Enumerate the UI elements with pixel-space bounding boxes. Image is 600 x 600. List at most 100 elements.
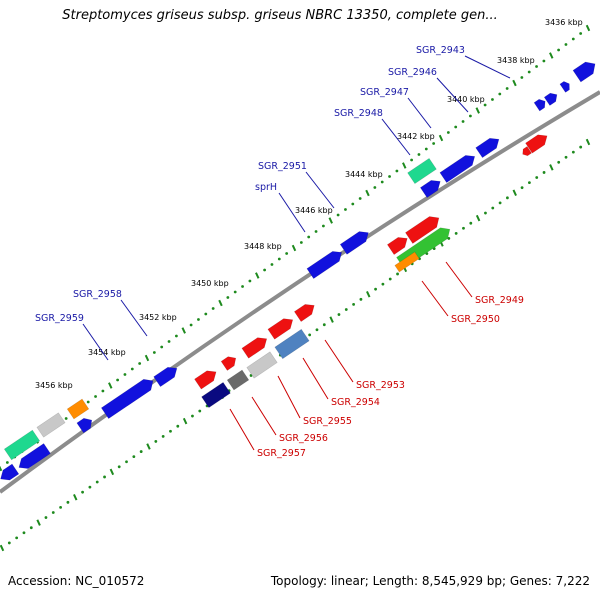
gene-label-text[interactable]: SGR_2951 bbox=[258, 161, 307, 172]
track-dot bbox=[462, 226, 465, 230]
track-dot bbox=[233, 290, 237, 294]
gene-arrow-2[interactable] bbox=[533, 97, 548, 112]
track-dot bbox=[483, 103, 487, 107]
track-dot bbox=[66, 500, 70, 504]
track-dot bbox=[454, 125, 458, 129]
gene-label[interactable]: SGR_2949 bbox=[445, 261, 524, 306]
leader-line bbox=[278, 192, 306, 233]
gene-label-text[interactable]: sprH bbox=[255, 182, 277, 193]
gene-label[interactable]: SGR_2951 bbox=[258, 161, 335, 209]
track-dot bbox=[336, 213, 340, 217]
gene-arrow-6[interactable] bbox=[419, 176, 443, 198]
gene-label[interactable]: SGR_2955 bbox=[277, 375, 352, 427]
gene-label-text[interactable]: SGR_2946 bbox=[388, 67, 437, 78]
gene-arrow-31[interactable] bbox=[16, 443, 51, 473]
track-dot bbox=[351, 202, 355, 206]
gene-arrow-16[interactable] bbox=[293, 300, 317, 322]
gene-arrow-25[interactable] bbox=[153, 363, 181, 388]
gene-label-text[interactable]: SGR_2950 bbox=[451, 314, 500, 325]
gene-label-text[interactable]: SGR_2957 bbox=[257, 448, 306, 459]
track-dot bbox=[557, 160, 561, 164]
gene-label-text[interactable]: SGR_2949 bbox=[475, 295, 524, 306]
gene-arrow-28[interactable] bbox=[66, 398, 90, 420]
gene-label[interactable]: sprH bbox=[255, 182, 306, 233]
gene-arrow-26[interactable] bbox=[100, 375, 156, 420]
gene-label-text[interactable]: SGR_2943 bbox=[416, 45, 465, 56]
gene-arrow-29[interactable] bbox=[36, 412, 66, 438]
gene-label-text[interactable]: SGR_2948 bbox=[334, 108, 383, 119]
track-dot bbox=[123, 373, 127, 376]
gene-label-text[interactable]: SGR_2956 bbox=[279, 433, 328, 444]
gene-arrow-4[interactable] bbox=[475, 134, 503, 159]
track-dot bbox=[491, 206, 495, 210]
gene-arrow-13[interactable] bbox=[386, 233, 410, 255]
leader-line bbox=[445, 261, 473, 298]
gene-arrow-8[interactable] bbox=[525, 131, 551, 154]
gene-labels[interactable]: SGR_2943 SGR_2946 SGR_2947 SGR_2948 SGR_2951… bbox=[35, 45, 524, 459]
gene-arrow-11[interactable] bbox=[306, 247, 345, 280]
gene-arrow-1[interactable] bbox=[543, 90, 560, 106]
track-tick bbox=[402, 162, 407, 169]
gene-label[interactable]: SGR_2946 bbox=[388, 67, 469, 113]
gene-arrow-24[interactable] bbox=[201, 381, 231, 409]
track-dot bbox=[381, 282, 385, 286]
track-dot bbox=[424, 147, 428, 151]
gene-arrow-30[interactable] bbox=[3, 429, 41, 461]
gene-label-text[interactable]: SGR_2947 bbox=[360, 87, 409, 98]
gene-arrow-32[interactable] bbox=[0, 463, 20, 484]
track-dot bbox=[432, 142, 436, 145]
track-dot bbox=[542, 171, 546, 174]
gene-label[interactable]: SGR_2957 bbox=[229, 408, 306, 459]
track-tick bbox=[218, 299, 223, 307]
gene-label[interactable]: SGR_2953 bbox=[324, 339, 405, 391]
gene-arrow-0[interactable] bbox=[572, 58, 599, 83]
gene-arrow-21[interactable] bbox=[274, 328, 310, 360]
gene-label-text[interactable]: SGR_2958 bbox=[73, 289, 122, 300]
gene-label[interactable]: SGR_2950 bbox=[421, 280, 500, 325]
track-dot bbox=[169, 429, 172, 433]
tick-label: 3442 kbp bbox=[397, 132, 435, 141]
track-dot bbox=[380, 180, 384, 184]
gene-arrow-19[interactable] bbox=[220, 354, 239, 371]
gene-label-text[interactable]: SGR_2954 bbox=[331, 397, 380, 408]
tick-label: 3438 kbp bbox=[497, 56, 535, 65]
gene-arrow-5[interactable] bbox=[439, 151, 478, 184]
gene-arrow-20[interactable] bbox=[194, 367, 220, 390]
track-dot bbox=[139, 450, 143, 453]
gene-arrow-3[interactable] bbox=[559, 80, 572, 93]
tick-label: 3448 kbp bbox=[244, 242, 282, 251]
gene-label[interactable]: SGR_2958 bbox=[73, 289, 148, 337]
gene-arrow-12[interactable] bbox=[405, 213, 442, 244]
gene-label[interactable]: SGR_2947 bbox=[360, 87, 432, 129]
gene-arrow-22[interactable] bbox=[246, 351, 278, 379]
tick-label: 3452 kbp bbox=[139, 313, 177, 322]
gene-arrow-27[interactable] bbox=[76, 415, 95, 434]
track-dot bbox=[374, 287, 377, 291]
track-dot bbox=[197, 318, 200, 321]
tick-label: 3446 kbp bbox=[295, 206, 333, 215]
track-dot bbox=[15, 536, 19, 540]
gene-arrow-23[interactable] bbox=[226, 369, 250, 391]
gene-arrow-9[interactable] bbox=[520, 146, 532, 157]
gene-arrow-10[interactable] bbox=[339, 228, 372, 255]
gene-label-text[interactable]: SGR_2959 bbox=[35, 313, 84, 324]
gene-arrow-18[interactable] bbox=[241, 334, 270, 359]
track-dot bbox=[564, 43, 568, 46]
track-dot bbox=[152, 351, 156, 354]
gene-arrow-17[interactable] bbox=[267, 315, 296, 340]
leader-line bbox=[421, 280, 449, 317]
track-tick bbox=[181, 327, 186, 334]
gene-features[interactable] bbox=[0, 58, 599, 484]
gene-label-text[interactable]: SGR_2955 bbox=[303, 416, 352, 427]
gene-label[interactable]: SGR_2959 bbox=[35, 313, 109, 361]
gene-arrow-7[interactable] bbox=[407, 157, 437, 185]
gene-label[interactable]: SGR_2956 bbox=[251, 396, 328, 444]
gene-label-text[interactable]: SGR_2953 bbox=[356, 380, 405, 391]
gene-arrow-15[interactable] bbox=[394, 251, 420, 273]
gene-label[interactable]: SGR_2943 bbox=[416, 45, 511, 79]
gene-label[interactable]: SGR_2954 bbox=[302, 357, 380, 408]
gene-label[interactable]: SGR_2948 bbox=[334, 108, 411, 156]
track-dot bbox=[469, 114, 472, 118]
track-dot bbox=[359, 297, 363, 301]
